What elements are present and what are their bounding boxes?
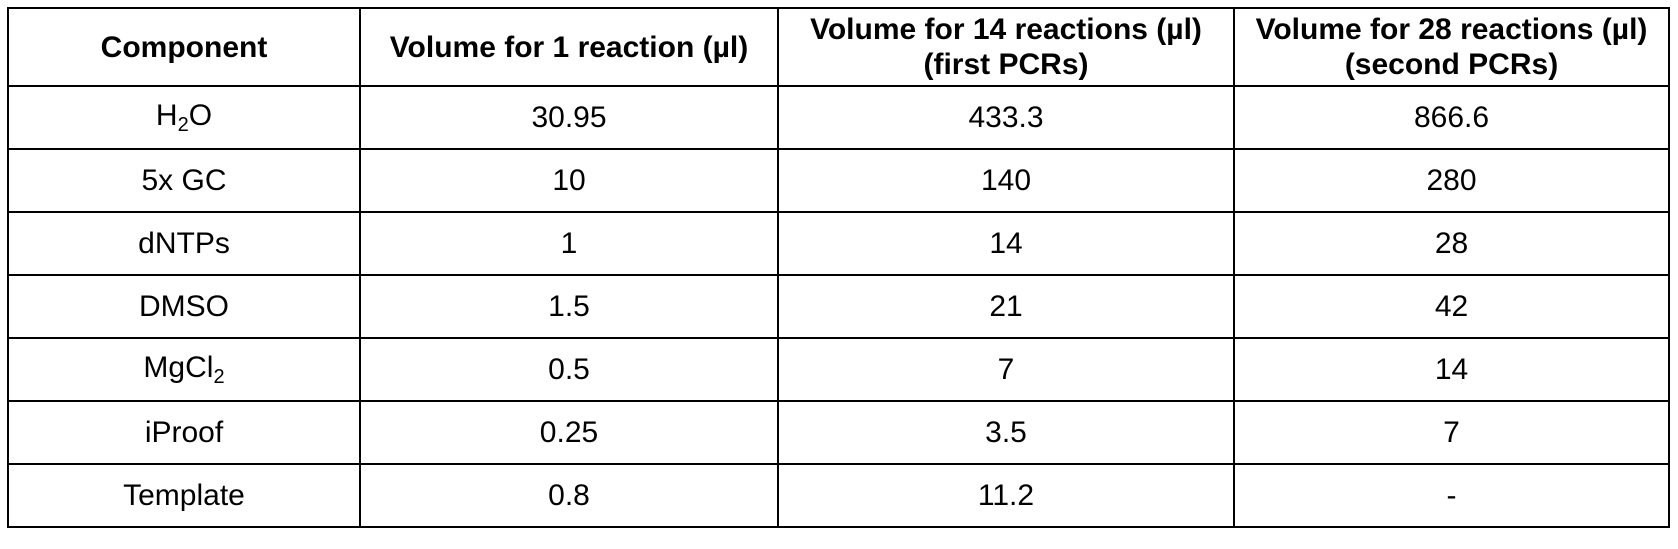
cell-component: iProof xyxy=(7,400,361,465)
component-name: H xyxy=(155,99,178,132)
cell-volume-28-reactions: 7 xyxy=(1233,400,1670,465)
cell-component: DMSO xyxy=(7,274,361,339)
cell-component: dNTPs xyxy=(7,211,361,276)
cell-volume-1-reaction: 0.25 xyxy=(359,400,779,465)
cell-volume-1-reaction: 0.5 xyxy=(359,337,779,402)
cell-volume-1-reaction: 1.5 xyxy=(359,274,779,339)
cell-volume-14-reactions: 14 xyxy=(777,211,1235,276)
cell-volume-1-reaction: 30.95 xyxy=(359,85,779,150)
table-row: DMSO 1.5 21 42 xyxy=(7,274,1670,339)
table-row: Template 0.8 11.2- xyxy=(7,463,1670,528)
header-component: Component xyxy=(7,7,361,87)
component-name: DMSO xyxy=(139,290,229,323)
table-row: dNTPs 1 14 28 xyxy=(7,211,1670,276)
cell-volume-14-reactions: 7 xyxy=(777,337,1235,402)
header-volume-28-reactions: Volume for 28 reactions (µl) (second PCR… xyxy=(1233,7,1670,87)
cell-volume-14-reactions: 140 xyxy=(777,148,1235,213)
cell-volume-1-reaction: 0.8 xyxy=(359,463,779,528)
table-header: Component Volume for 1 reaction (µl) Vol… xyxy=(7,7,1670,87)
component-subscript: 2 xyxy=(213,366,225,388)
component-name: MgCl xyxy=(143,351,214,384)
component-name: iProof xyxy=(144,416,224,449)
pcr-volume-table-container: Component Volume for 1 reaction (µl) Vol… xyxy=(7,7,1670,528)
table-row: MgCl2 0.5 7 14 xyxy=(7,337,1670,402)
cell-component: Template xyxy=(7,463,361,528)
header-volume-1-reaction: Volume for 1 reaction (µl) xyxy=(359,7,779,87)
cell-component: MgCl2 xyxy=(7,337,361,402)
cell-volume-14-reactions: 21 xyxy=(777,274,1235,339)
cell-volume-14-reactions: 433.3 xyxy=(777,85,1235,150)
component-subscript: 2 xyxy=(177,114,189,136)
component-name: 5x GC xyxy=(141,164,227,197)
cell-component: 5x GC xyxy=(7,148,361,213)
cell-volume-28-reactions: 28 xyxy=(1233,211,1670,276)
pcr-volume-table: Component Volume for 1 reaction (µl) Vol… xyxy=(7,7,1670,528)
table-body: H2O 30.95 433.3 866.6 5x GC 10 140 280 dNTPs 1 14 2… xyxy=(7,85,1670,528)
cell-volume-14-reactions: 11.2 xyxy=(777,463,1235,528)
table-row: 5x GC 10 140 280 xyxy=(7,148,1670,213)
cell-volume-28-reactions: 280 xyxy=(1233,148,1670,213)
component-name-tail: O xyxy=(188,99,213,132)
header-row: Component Volume for 1 reaction (µl) Vol… xyxy=(7,7,1670,87)
table-row: iProof 0.25 3.5 7 xyxy=(7,400,1670,465)
cell-volume-28-reactions: 14 xyxy=(1233,337,1670,402)
component-name: dNTPs xyxy=(138,227,230,260)
cell-volume-14-reactions: 3.5 xyxy=(777,400,1235,465)
cell-volume-28-reactions: 42 xyxy=(1233,274,1670,339)
cell-volume-1-reaction: 1 xyxy=(359,211,779,276)
cell-volume-1-reaction: 10 xyxy=(359,148,779,213)
header-volume-14-reactions: Volume for 14 reactions (µl) (first PCRs… xyxy=(777,7,1235,87)
cell-volume-28-reactions: 866.6 xyxy=(1233,85,1670,150)
cell-component: H2O xyxy=(7,85,361,150)
table-row: H2O 30.95 433.3 866.6 xyxy=(7,85,1670,150)
cell-volume-28-reactions: - xyxy=(1233,463,1670,528)
component-name: Template xyxy=(123,479,245,512)
